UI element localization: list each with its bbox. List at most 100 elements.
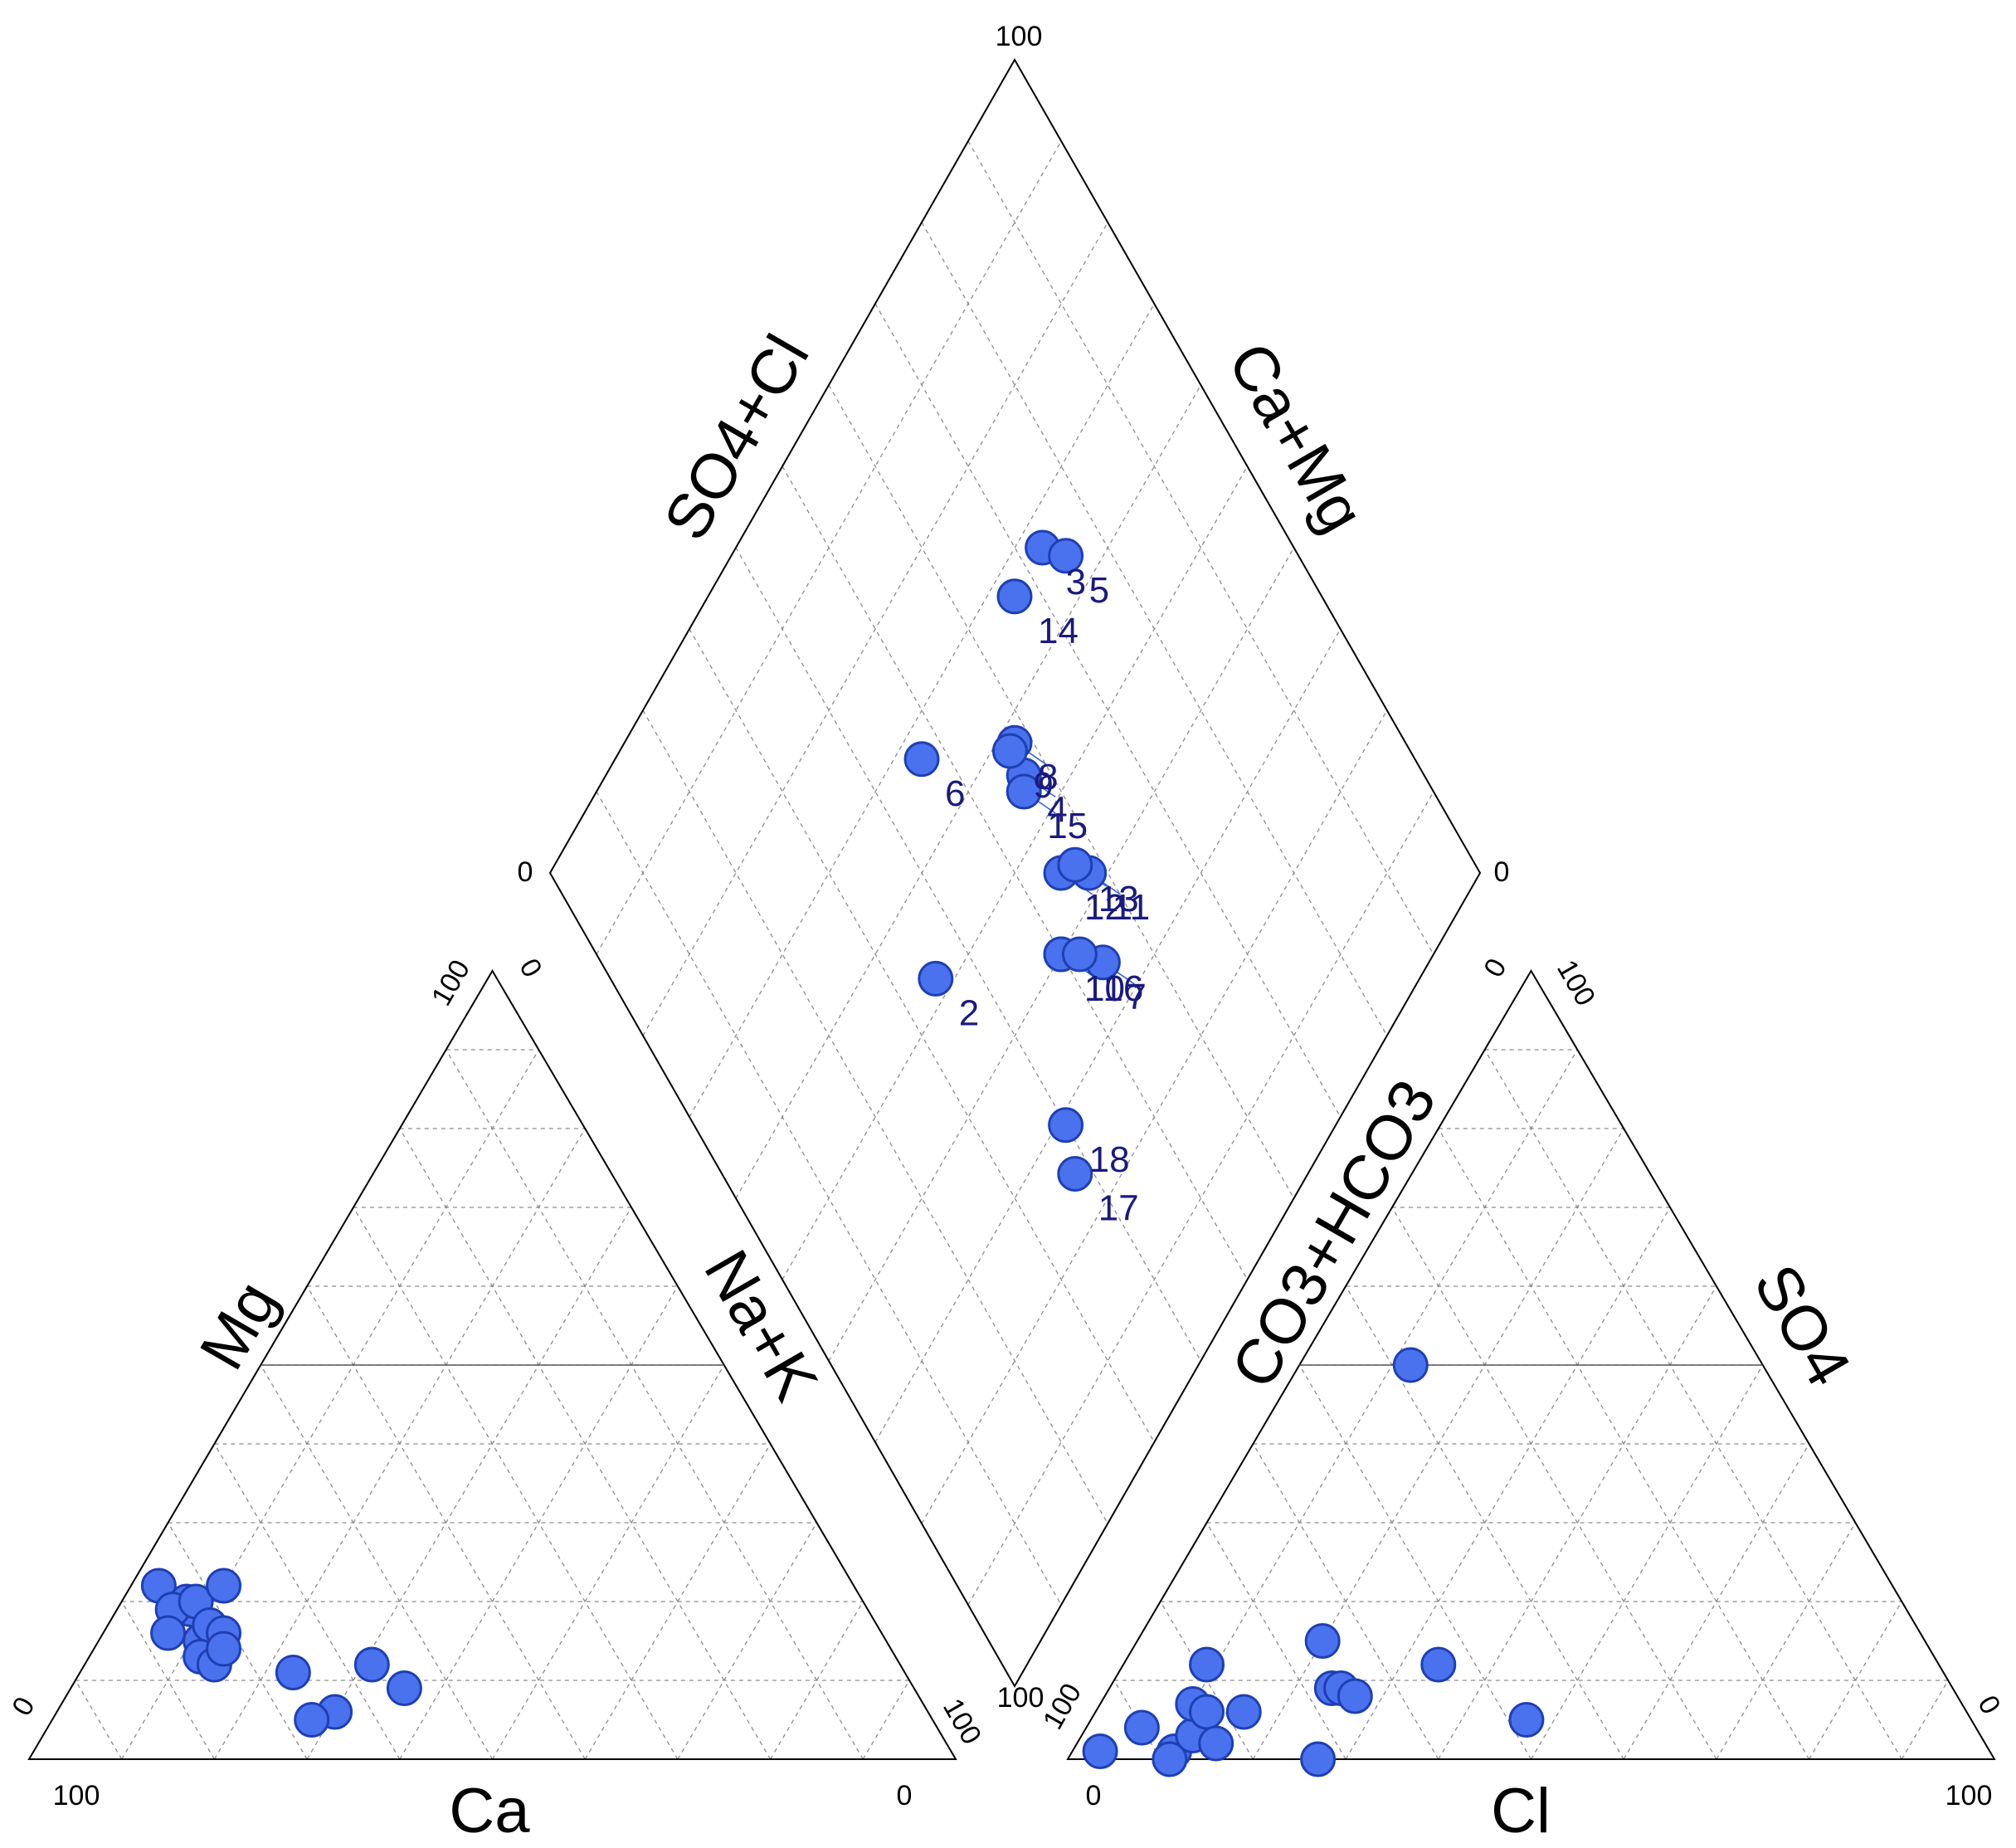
grid-layer [75,140,1949,1760]
cation-triangle-grid-line [213,1443,401,1760]
cation-point [386,1670,422,1706]
anion-triangle-grid-line [1113,1680,1161,1760]
anion-triangle-grid-line [1438,1128,1810,1760]
diamond-point-5 [1048,538,1084,574]
cation-bottom-left-tick: 100 [53,1780,100,1811]
data-points [140,529,1545,1777]
anion-triangle-grid-line [1716,1522,1857,1760]
anion-point [1420,1646,1457,1683]
cation-point [206,1631,242,1667]
point-label-14: 14 [1038,611,1079,651]
anion-right-label: SO4 [1740,1253,1864,1397]
point-label-16: 16 [1103,968,1143,1009]
cation-triangle-grid-line [306,1207,632,1760]
anion-bottom-left-tick: 0 [1086,1780,1102,1811]
anion-triangle-grid-line [1252,1443,1439,1760]
cation-bottom-label: Ca [449,1776,530,1846]
cation-left-tick-bottom: 0 [6,1692,41,1721]
diamond-grid-line [874,628,1342,1443]
frame-layer [27,57,1996,1760]
point-label-15: 15 [1047,806,1088,846]
point-label-2: 2 [959,992,979,1033]
diamond-left-label: SO4+Cl [650,324,823,552]
cation-left-tick-top: 100 [426,954,476,1011]
anion-triangle-grid-line [1345,1207,1671,1760]
cation-triangle-grid-line [399,1128,772,1760]
diamond-left-tick: 0 [518,856,533,888]
diamond-top-tick: 100 [996,21,1043,52]
diamond-grid-line [689,303,1155,1118]
tick-labels: 100 0 0 100 0 100 0 100 100 0 100 0 100 … [6,21,2006,1811]
point-label-5: 5 [1089,570,1109,611]
anion-triangle-grid-line [1391,1207,1717,1760]
anion-point [1123,1709,1160,1746]
point-label-12: 12 [1084,887,1125,928]
diamond-point-2 [918,960,954,997]
anion-triangle-grid-line [1484,1049,1902,1760]
cation-right-tick-top: 0 [513,953,548,983]
cation-triangle-grid-line [260,1364,494,1760]
diamond-point-9 [991,733,1028,769]
diamond-right-label: Ca+Mg [1214,331,1377,544]
point-label-13: 13 [1098,879,1139,919]
anion-point [1189,1694,1225,1730]
anion-point [1304,1623,1341,1659]
cation-point [353,1646,390,1683]
point-label-10: 10 [1084,968,1125,1009]
anion-left-tick-top: 0 [1478,953,1512,983]
cation-triangle-grid-line [121,1601,215,1760]
point-label-9: 9 [1033,765,1053,806]
cation-point [150,1615,187,1651]
diamond-point-16 [1061,936,1098,973]
anion-point [1300,1741,1337,1777]
cation-triangle-grid-line [677,1522,818,1760]
diamond-grid-line [967,791,1434,1606]
cation-bottom-right-tick: 0 [897,1780,913,1811]
diamond-point-13 [1057,846,1093,883]
anion-bottom-label: Cl [1491,1776,1551,1846]
diamond-bottom-tick: 100 [997,1682,1045,1714]
anion-point [1392,1347,1429,1383]
diamond-point-17 [1057,1156,1093,1192]
diamond-grid-line [874,303,1342,1118]
diamond-right-tick: 0 [1494,856,1510,888]
point-label-17: 17 [1098,1188,1139,1229]
anion-right-tick-bottom: 0 [1971,1690,2006,1719]
point-label-3: 3 [1066,562,1086,602]
anion-point [1189,1646,1225,1683]
anion-triangle-grid-line [1901,1680,1949,1760]
cation-triangle-grid-line [75,1680,123,1760]
anion-point [1337,1678,1373,1714]
diamond-point-15 [1006,773,1042,810]
diamond-grid-line [967,140,1434,955]
cation-right-tick-bottom: 100 [937,1693,987,1749]
cation-point [275,1655,311,1690]
anion-point [1198,1725,1234,1762]
anion-bottom-right-tick: 100 [1945,1780,1993,1811]
point-label-18: 18 [1089,1139,1130,1180]
diamond-point-18 [1048,1107,1084,1143]
diamond-outline [548,57,1482,1689]
cation-point [294,1702,330,1738]
cation-triangle-grid-line [446,1049,864,1760]
cation-triangle-grid-line [491,1364,725,1760]
diamond-grid-line [642,222,1108,1036]
anion-triangle-grid-line [1530,1364,1764,1760]
point-label-6: 6 [945,773,965,814]
diamond-grid-line [921,709,1388,1524]
point-label-4: 4 [1047,789,1067,830]
cation-left-label: Mg [187,1270,291,1381]
anion-point [1152,1741,1188,1777]
cation-triangle-grid-line [862,1680,910,1760]
cation-triangle-grid-line [353,1207,679,1760]
point-label-8: 8 [1038,757,1058,797]
anion-point [1508,1702,1545,1738]
anion-right-tick-top: 100 [1551,954,1601,1011]
diamond-point-6 [903,741,940,778]
anion-left-tick-bottom: 100 [1037,1678,1088,1734]
diamond-grid-line [921,222,1388,1036]
point-label-1: 1 [1084,968,1104,1009]
cation-point [206,1568,242,1604]
